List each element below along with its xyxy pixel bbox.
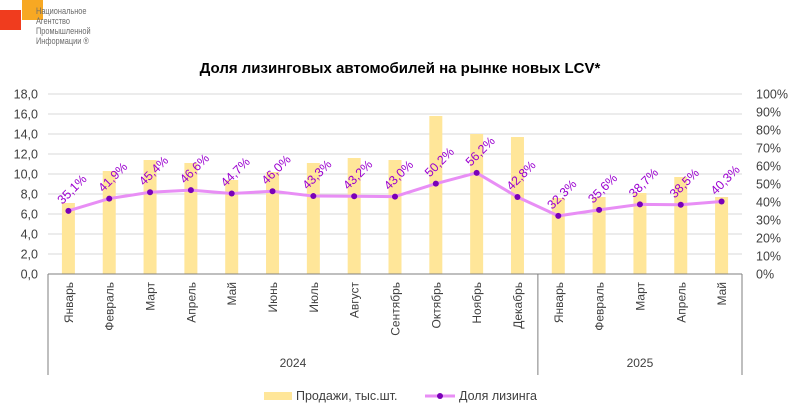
right-tick-label: 60% [756,160,781,174]
line-marker [596,206,603,213]
right-tick-label: 40% [756,196,781,210]
logo-line-4: Информации ® [36,36,89,46]
line-marker [310,193,317,200]
x-axis: Январь Февраль Март Апрель Май Июнь Июль Август… [47,273,743,375]
bar [143,160,157,274]
line-marker [228,190,235,197]
bar [715,197,729,274]
category-label: Февраль [593,282,607,331]
right-tick-label: 50% [756,178,781,192]
line-marker [514,193,521,200]
category-label: Январь [552,282,566,323]
legend-bar-label: Продажи, тыс.шт. [296,389,397,403]
logo-red-square [0,10,21,30]
logo-orange-square [22,0,43,20]
data-label: 40,3% [708,163,743,198]
logo-line-2: Агентство [36,16,70,26]
category-label: Март [633,282,647,311]
category-label: Июнь [266,282,280,313]
bar [306,163,320,274]
line-marker [555,212,562,219]
bar [510,137,524,274]
category-label: Апрель [674,282,688,323]
line-marker [147,189,154,196]
line-marker [65,207,72,214]
category-label: Июль [307,282,321,313]
left-tick-label: 16,0 [14,108,38,122]
line-marker [187,187,194,194]
category-label: Октябрь [429,282,443,329]
line-marker [718,198,725,205]
line-marker [473,169,480,176]
bar [347,158,361,274]
left-tick-label: 14,0 [14,128,38,142]
left-tick-label: 2,0 [21,248,38,262]
line-marker [269,188,276,195]
legend-line-marker [437,393,443,399]
legend: Продажи, тыс.шт. Доля лизинга [264,389,537,403]
left-axis-ticks: 0,0 2,0 4,0 6,0 8,0 10,0 12,0 14,0 16,0 18,0 [14,88,38,282]
line-marker [677,201,684,208]
category-label: Май [225,282,239,306]
bar [388,160,402,274]
category-label: Сентябрь [389,282,403,336]
logo-line-1: Национальное [36,6,87,16]
logo-text: Национальное Агентство Промышленной Инфо… [36,6,91,46]
right-tick-label: 80% [756,124,781,138]
category-label: Декабрь [511,282,525,329]
left-tick-label: 0,0 [21,268,38,282]
line-marker [392,193,398,200]
bar-series [61,116,729,274]
bar [61,203,75,274]
left-tick-label: 18,0 [14,88,38,102]
bar [266,172,280,274]
category-label: Апрель [184,282,198,323]
data-label: 35,1% [55,172,90,207]
left-tick-label: 6,0 [21,208,38,222]
category-label: Май [715,282,729,306]
bar [674,177,688,274]
right-tick-label: 10% [756,250,781,264]
right-tick-label: 30% [756,214,781,228]
bar [551,198,565,274]
bar [429,116,443,274]
left-tick-label: 10,0 [14,168,38,182]
right-tick-label: 20% [756,232,781,246]
napi-logo: НАПИ Национальное Агентство Промышленной… [0,0,150,60]
right-axis-ticks: 0% 10% 20% 30% 40% 50% 60% 70% 80% 90% 100% [756,88,788,282]
group-label: 2024 [280,356,307,370]
logo-abbrev: НАПИ [5,4,22,10]
logo-line-3: Промышленной [36,26,91,36]
category-label: Январь [62,282,76,323]
left-tick-label: 12,0 [14,148,38,162]
category-label: Август [348,282,362,319]
group-label: 2025 [627,356,654,370]
right-tick-label: 70% [756,142,781,156]
left-tick-label: 8,0 [21,188,38,202]
bar [470,134,484,274]
right-tick-label: 90% [756,106,781,120]
legend-bar-swatch [264,392,292,400]
line-marker [432,180,439,187]
bar [633,193,647,274]
category-label: Март [144,282,158,311]
right-tick-label: 0% [756,268,774,282]
bar [225,180,239,274]
chart-title: Доля лизинговых автомобилей на рынке нов… [200,60,601,77]
bar [592,197,606,274]
line-marker [106,195,113,202]
category-label: Февраль [103,282,117,331]
line-marker [351,193,358,200]
category-label: Ноябрь [470,282,484,324]
right-tick-label: 100% [756,88,788,102]
line-marker [636,201,643,208]
legend-line-label: Доля лизинга [459,389,537,403]
left-tick-label: 4,0 [21,228,38,242]
